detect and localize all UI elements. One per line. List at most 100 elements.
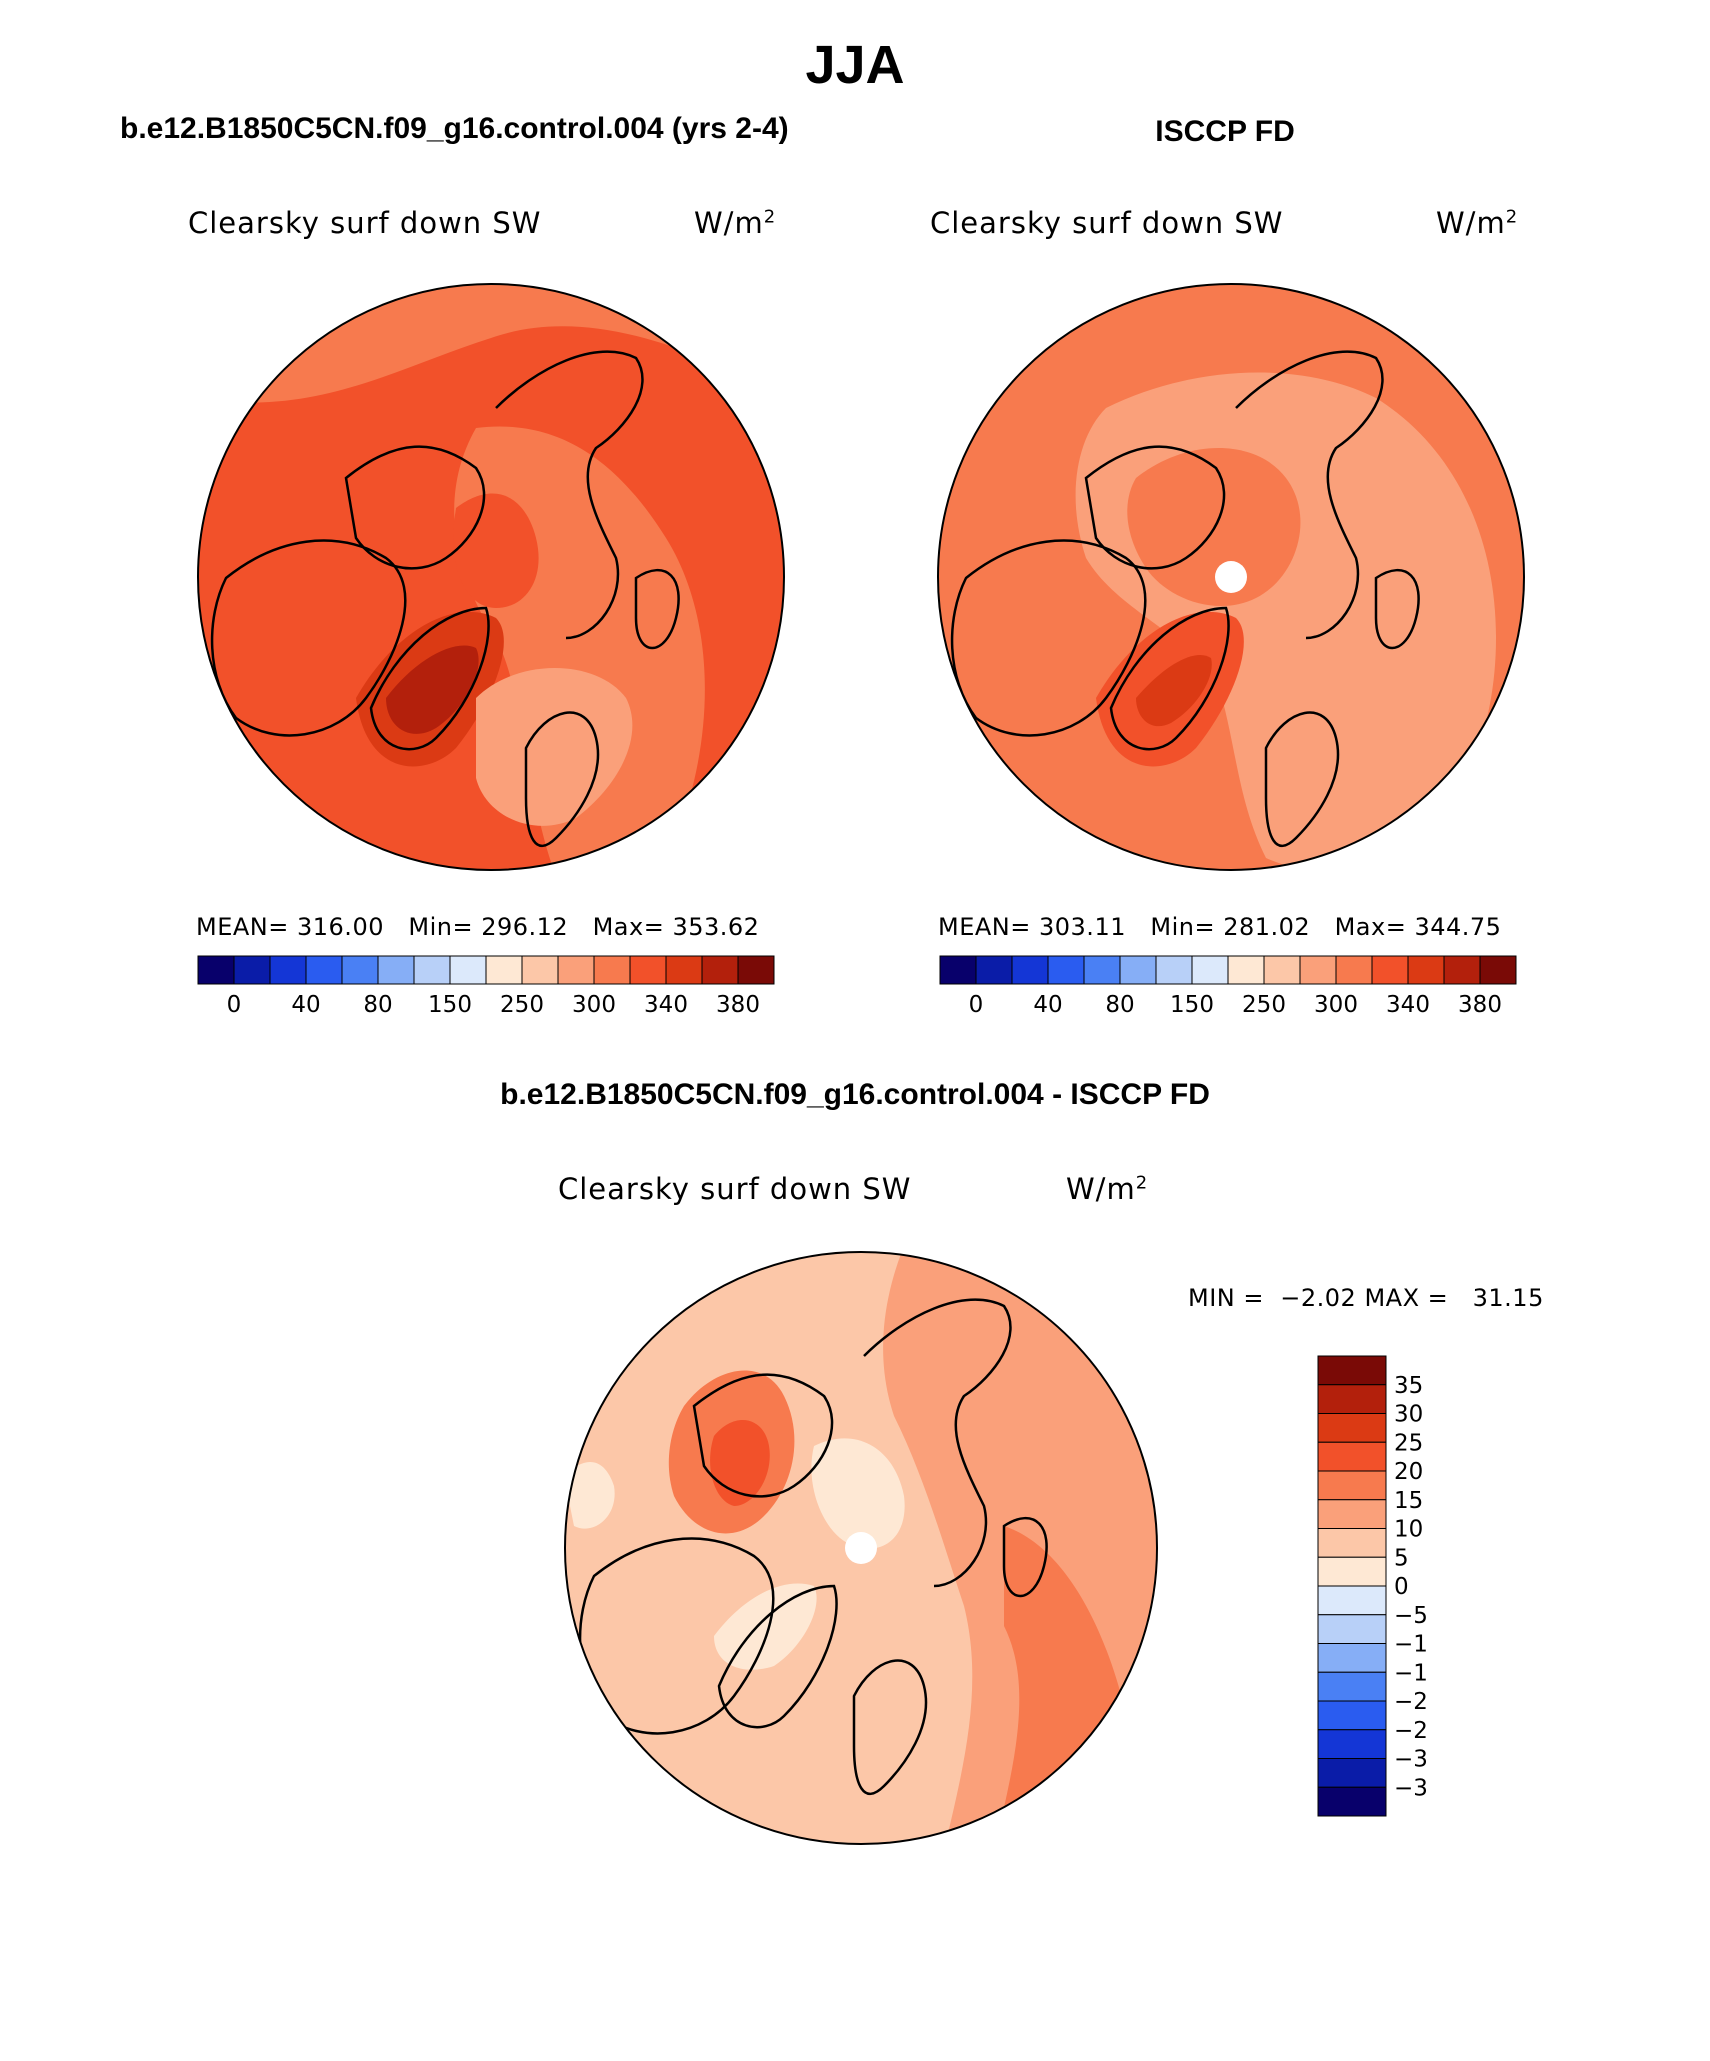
- diff-stats: MIN = −2.02 MAX = 31.15: [1188, 1284, 1544, 1312]
- obs-contour-band: [1136, 654, 1212, 727]
- obs-colorbar-box: [1407, 955, 1445, 985]
- land-outline: [524, 711, 600, 847]
- model-stats: MEAN= 316.00 Min= 296.12 Max= 353.62: [196, 913, 760, 941]
- land-outline: [1084, 445, 1226, 570]
- obs-colorbar-label: 340: [1386, 992, 1430, 1018]
- model-colorbar-box: [557, 955, 595, 985]
- obs-colorbar: 0 40 80 150 250 300 340 380: [939, 955, 1517, 1018]
- model-case-title: b.e12.B1850C5CN.f09_g16.control.004 (yrs…: [120, 112, 789, 145]
- obs-units-label: W/m2: [1436, 206, 1519, 240]
- diff-colorbar-box: [1317, 1614, 1387, 1644]
- diff-colorbar-box: [1317, 1643, 1387, 1673]
- obs-colorbar-label: 80: [1105, 992, 1134, 1018]
- diff-colorbar-box: [1317, 1413, 1387, 1443]
- difference-title: b.e12.B1850C5CN.f09_g16.control.004 - IS…: [500, 1078, 1210, 1111]
- model-contour-band: [386, 645, 479, 734]
- model-colorbar-box: [521, 955, 559, 985]
- diff-contour-band: [565, 1462, 615, 1529]
- obs-colorbar-box: [1299, 955, 1337, 985]
- obs-colorbar-box: [1155, 955, 1193, 985]
- model-colorbar-box: [629, 955, 667, 985]
- model-map: [197, 283, 785, 871]
- land-outline: [634, 568, 680, 650]
- obs-stats: MEAN= 303.11 Min= 281.02 Max= 344.75: [938, 913, 1502, 941]
- diff-colorbar-label: 10: [1394, 1517, 1423, 1543]
- diff-colorbar-label: 5: [1394, 1545, 1409, 1571]
- obs-colorbar-box: [1227, 955, 1265, 985]
- diff-colorbar-label: 20: [1394, 1459, 1423, 1485]
- obs-colorbar-box: [1083, 955, 1121, 985]
- obs-map: [937, 283, 1525, 871]
- obs-colorbar-box: [939, 955, 977, 985]
- diff-colorbar-label: 30: [1394, 1402, 1423, 1428]
- obs-variable-label: Clearsky surf down SW: [930, 206, 1284, 240]
- diff-colorbar-label: 15: [1394, 1488, 1423, 1514]
- obs-colorbar-box: [1371, 955, 1409, 985]
- model-map-border: [197, 283, 785, 871]
- land-outline: [344, 445, 486, 570]
- obs-case-title: ISCCP FD: [1155, 115, 1295, 148]
- model-colorbar-box: [197, 955, 235, 985]
- diff-colorbar-box: [1317, 1384, 1387, 1414]
- diff-colorbar-label: −35: [1394, 1775, 1426, 1801]
- diff-contour-band: [710, 1419, 770, 1506]
- model-colorbar-label: 340: [644, 992, 688, 1018]
- model-colorbar-label: 0: [227, 992, 242, 1018]
- model-colorbar-label: 250: [500, 992, 544, 1018]
- model-colorbar-box: [737, 955, 775, 985]
- diff-colorbar-box: [1317, 1441, 1387, 1472]
- obs-colorbar-label: 0: [969, 992, 984, 1018]
- model-colorbar-box: [449, 955, 487, 985]
- obs-missing-pole: [1215, 561, 1247, 593]
- model-colorbar-box: [377, 955, 415, 985]
- obs-colorbar-box: [975, 955, 1013, 985]
- model-colorbar-box: [701, 955, 739, 985]
- land-outline: [495, 350, 644, 640]
- obs-colorbar-box: [1335, 955, 1373, 985]
- diff-colorbar-box: [1317, 1585, 1387, 1616]
- diff-colorbar-label: −25: [1394, 1718, 1426, 1744]
- model-colorbar-box: [485, 955, 523, 985]
- land-outline: [1109, 606, 1230, 751]
- land-outline: [369, 606, 490, 751]
- model-colorbar: 0 40 80 150 250 300 340 380: [197, 955, 775, 1018]
- model-contour-band: [476, 668, 633, 826]
- obs-colorbar-label: 150: [1170, 992, 1214, 1018]
- diff-colorbar-box: [1317, 1729, 1387, 1759]
- model-colorbar-box: [593, 955, 631, 985]
- diff-colorbar-label: −20: [1394, 1689, 1426, 1715]
- obs-colorbar-label: 300: [1314, 992, 1358, 1018]
- obs-colorbar-box: [1263, 955, 1301, 985]
- obs-colorbar-box: [1011, 955, 1049, 985]
- model-units-label: W/m2: [694, 206, 777, 240]
- diff-colorbar-label: −15: [1394, 1660, 1426, 1686]
- land-outline: [863, 1298, 1012, 1588]
- model-colorbar-box: [665, 955, 703, 985]
- obs-colorbar-box: [1443, 955, 1481, 985]
- land-outline: [1264, 711, 1340, 847]
- obs-colorbar-label: 250: [1242, 992, 1286, 1018]
- diff-colorbar-box: [1317, 1671, 1387, 1702]
- diff-colorbar-box: [1317, 1528, 1387, 1558]
- model-colorbar-label: 150: [428, 992, 472, 1018]
- diff-map-border: [564, 1251, 1158, 1845]
- diff-colorbar-label: 35: [1394, 1373, 1423, 1399]
- land-outline: [852, 1659, 928, 1795]
- diff-colorbar-box: [1317, 1700, 1387, 1731]
- figure-title: JJA: [805, 35, 905, 95]
- diff-units-label: W/m2: [1066, 1172, 1149, 1206]
- model-colorbar-label: 40: [291, 992, 320, 1018]
- diff-colorbar-label: −5: [1394, 1603, 1426, 1629]
- model-colorbar-label: 80: [363, 992, 392, 1018]
- model-variable-label: Clearsky surf down SW: [188, 206, 542, 240]
- model-colorbar-box: [305, 955, 343, 985]
- obs-colorbar-box: [1119, 955, 1157, 985]
- obs-colorbar-label: 40: [1033, 992, 1062, 1018]
- diff-colorbar-label: 25: [1394, 1430, 1423, 1456]
- obs-colorbar-label: 380: [1458, 992, 1502, 1018]
- obs-colorbar-box: [1191, 955, 1229, 985]
- model-colorbar-label: 380: [716, 992, 760, 1018]
- diff-colorbar-label: 0: [1394, 1574, 1409, 1600]
- land-outline: [717, 1584, 838, 1729]
